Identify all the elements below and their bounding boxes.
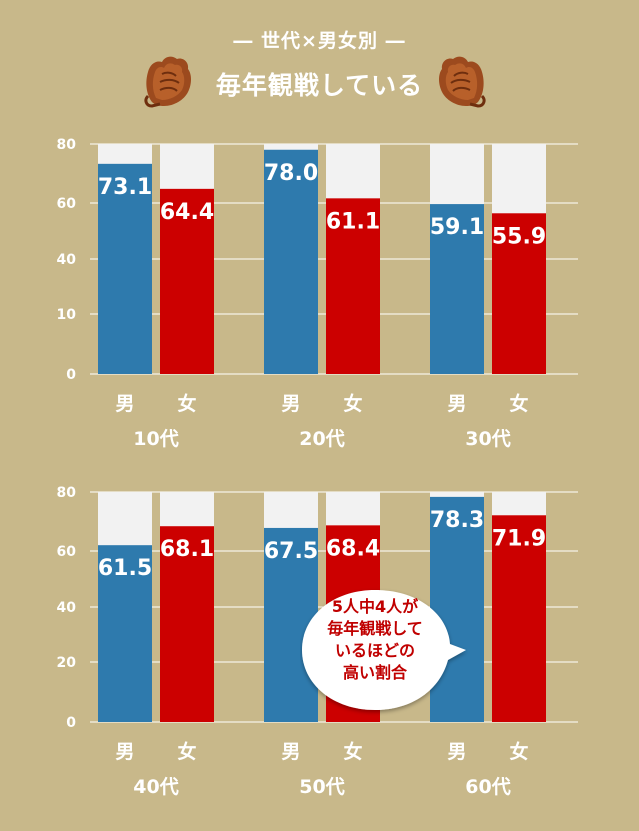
- callout-line: 5人中4人が: [331, 597, 419, 616]
- data-label: 67.5: [264, 539, 318, 564]
- bar-male: [264, 149, 318, 374]
- subtitle: ― 世代×男女別 ―: [233, 30, 406, 52]
- bar-male: [430, 204, 484, 374]
- callout-line: 毎年観戦して: [327, 619, 423, 638]
- data-label: 61.1: [326, 209, 380, 234]
- data-label: 64.4: [160, 200, 214, 225]
- bar-female: [160, 526, 214, 722]
- y-tick-label: 40: [57, 252, 77, 268]
- data-label: 78.3: [430, 508, 484, 533]
- bar-female: [160, 188, 214, 374]
- x-category-label: 男: [281, 741, 300, 763]
- baseball-glove-icon: [439, 56, 486, 108]
- x-group-label: 20代: [299, 428, 344, 450]
- x-category-label: 男: [281, 393, 300, 415]
- x-group-label: 50代: [299, 776, 344, 798]
- data-label: 71.9: [492, 526, 546, 551]
- x-group-label: 30代: [465, 428, 510, 450]
- x-category-label: 女: [509, 392, 528, 415]
- x-category-label: 女: [343, 392, 362, 415]
- bar-male: [98, 545, 152, 722]
- y-tick-label: 10: [57, 307, 77, 323]
- data-label: 73.1: [98, 175, 152, 200]
- y-tick-label: 60: [57, 544, 77, 560]
- callout-text: 5人中4人が 毎年観戦して いるほどの 高い割合: [300, 596, 450, 684]
- data-label: 78.0: [264, 161, 318, 186]
- x-category-label: 女: [343, 740, 362, 763]
- x-category-label: 男: [115, 741, 134, 763]
- callout-bubble: 5人中4人が 毎年観戦して いるほどの 高い割合: [300, 586, 470, 716]
- bar-male: [98, 163, 152, 374]
- x-category-label: 男: [115, 393, 134, 415]
- x-category-label: 男: [447, 741, 466, 763]
- title: 毎年観戦している: [215, 71, 424, 100]
- bar-male: [430, 496, 484, 722]
- y-tick-label: 80: [57, 485, 77, 501]
- data-label: 68.1: [160, 537, 214, 562]
- bar-female: [492, 515, 546, 722]
- y-tick-label: 0: [66, 715, 76, 731]
- y-tick-label: 60: [57, 196, 77, 212]
- data-label: 68.4: [326, 536, 380, 561]
- chart-top: 80 60 40 10 0 73.1 男 64.4 女 10代 78.0 男 61.1 女 20代 59.1 男…: [0, 130, 639, 460]
- data-label: 61.5: [98, 556, 152, 581]
- header: ― 世代×男女別 ― 毎年観戦している: [0, 0, 639, 120]
- x-group-label: 40代: [133, 776, 178, 798]
- x-category-label: 女: [177, 740, 196, 763]
- baseball-glove-icon: [144, 56, 191, 108]
- callout-line: 高い割合: [342, 663, 407, 682]
- x-category-label: 女: [509, 740, 528, 763]
- x-group-label: 10代: [133, 428, 178, 450]
- x-category-label: 男: [447, 393, 466, 415]
- callout-line: いるほどの: [334, 641, 415, 660]
- chart-top-svg: 80 60 40 10 0 73.1 男 64.4 女 10代 78.0 男 61.1 女 20代 59.1 男…: [57, 137, 578, 450]
- y-tick-label: 0: [66, 367, 76, 383]
- bar-female: [492, 213, 546, 374]
- y-tick-label: 40: [57, 600, 77, 616]
- x-category-label: 女: [177, 392, 196, 415]
- y-tick-label: 80: [57, 137, 77, 153]
- data-label: 55.9: [492, 224, 546, 249]
- data-label: 59.1: [430, 215, 484, 240]
- x-group-label: 60代: [465, 776, 510, 798]
- callout-bubble-shape: [302, 590, 466, 710]
- y-tick-label: 20: [57, 655, 77, 671]
- bar-female: [326, 198, 380, 374]
